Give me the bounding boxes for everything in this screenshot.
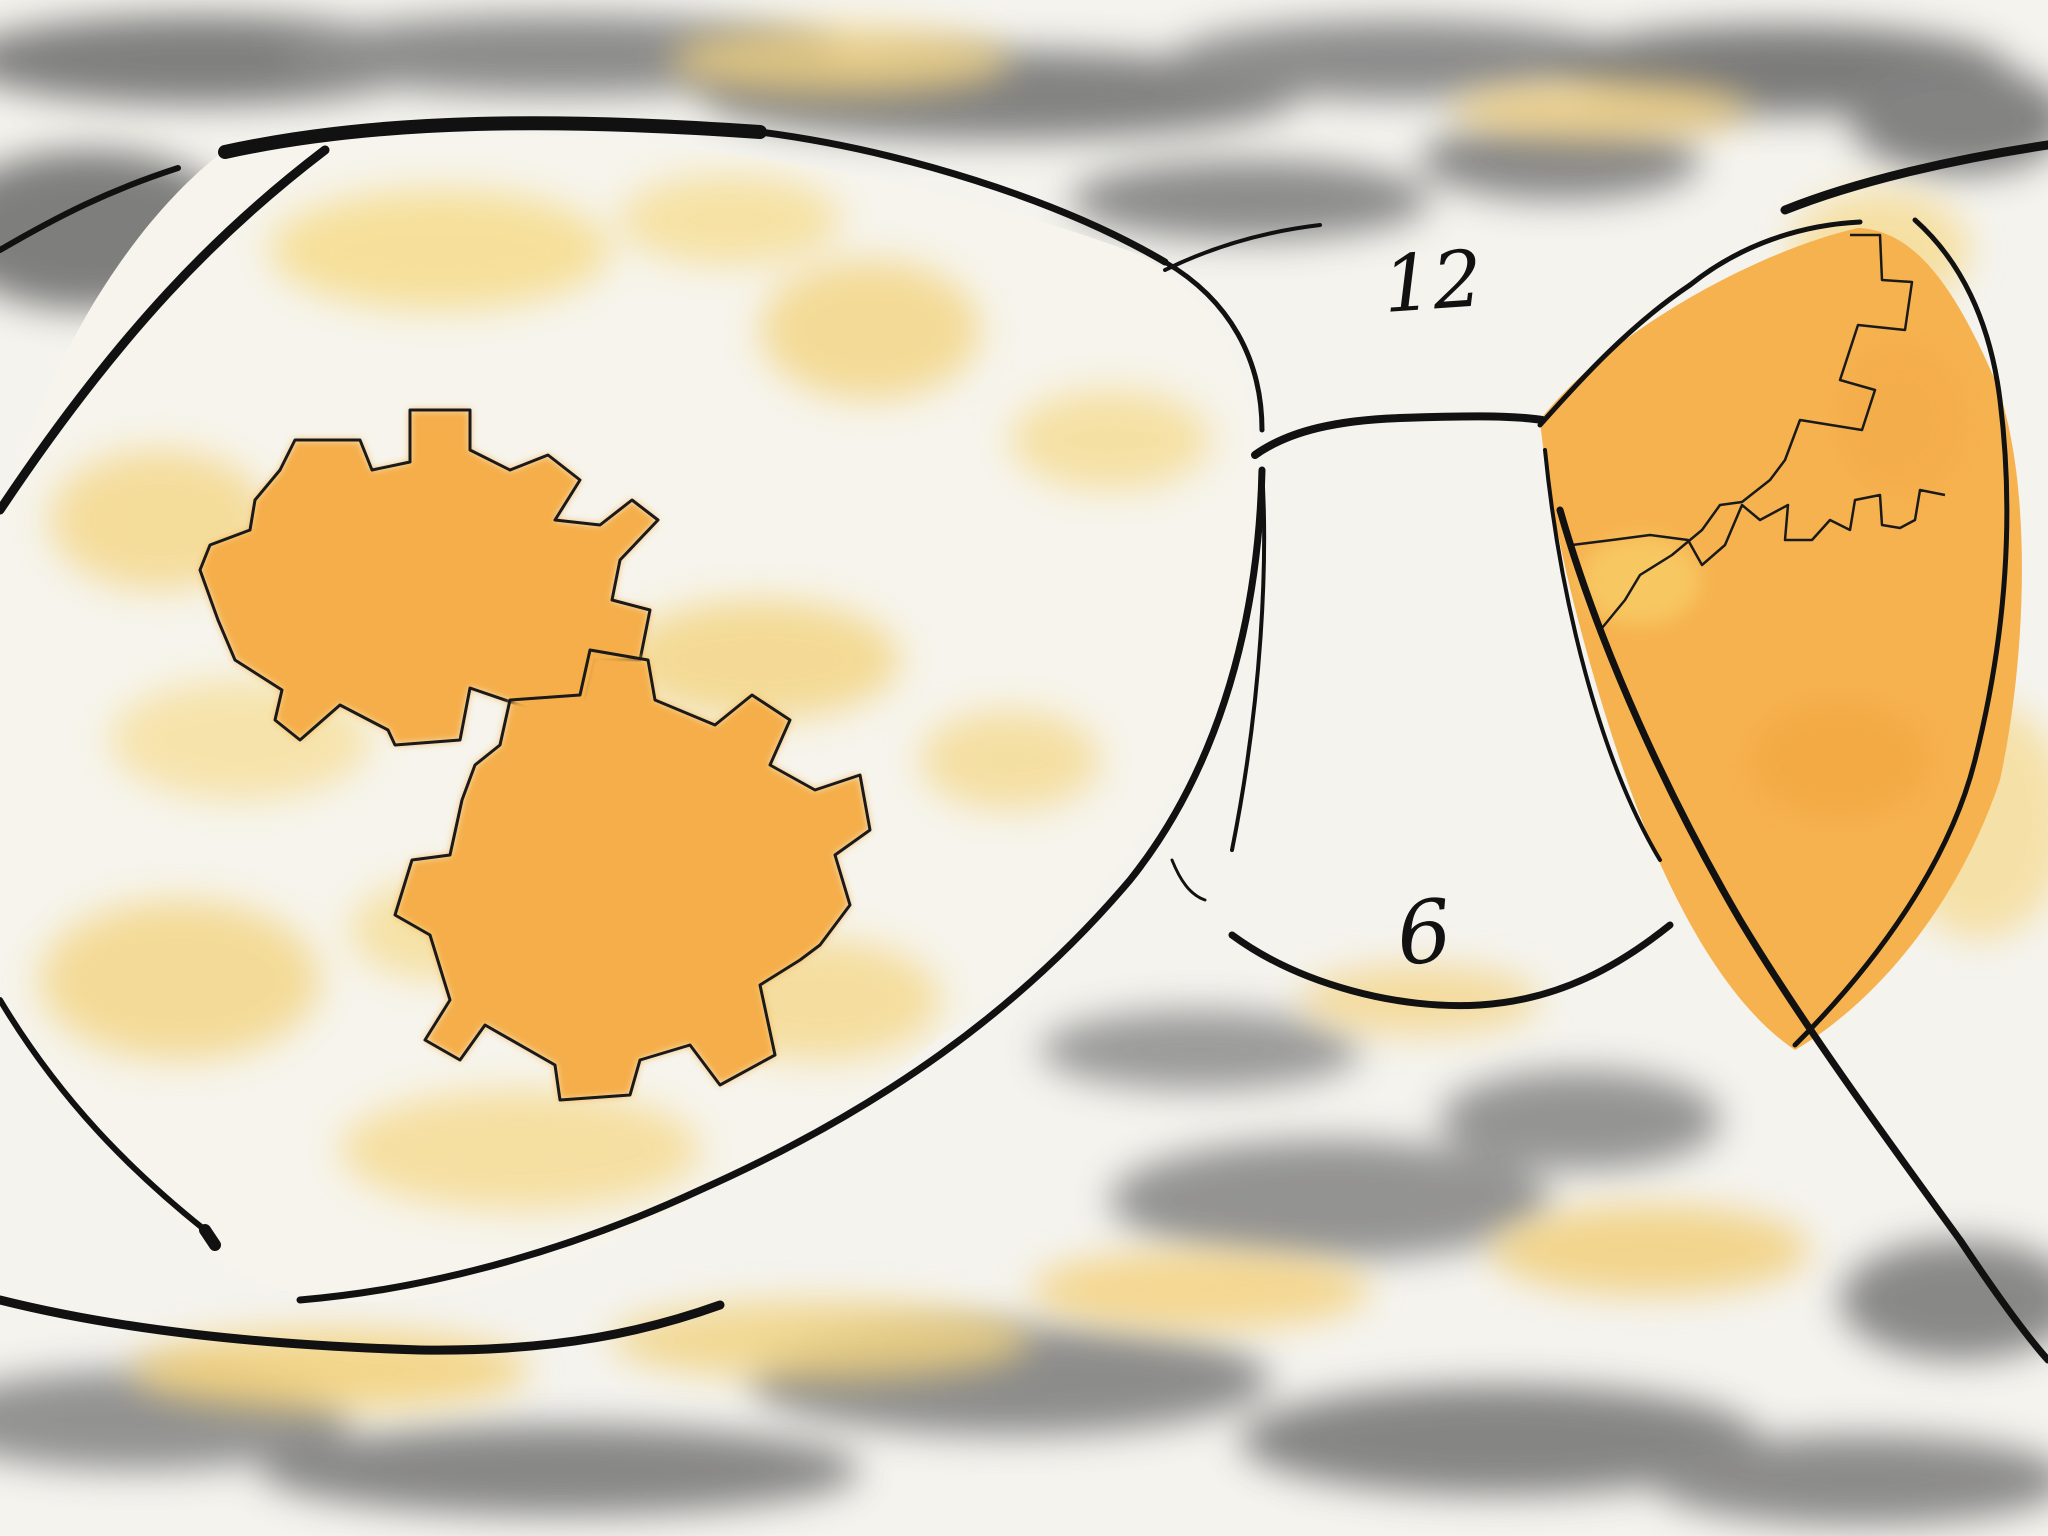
- gray-watercolor-bottom: [0, 1010, 2048, 1525]
- gear-icon: [393, 648, 872, 1102]
- clock-numeral-12: 12: [1380, 234, 1485, 331]
- clock-numeral-6: 6: [1392, 881, 1457, 986]
- hourglass-outline: [0, 116, 2048, 1364]
- sand-crack-lines: [1571, 233, 1946, 629]
